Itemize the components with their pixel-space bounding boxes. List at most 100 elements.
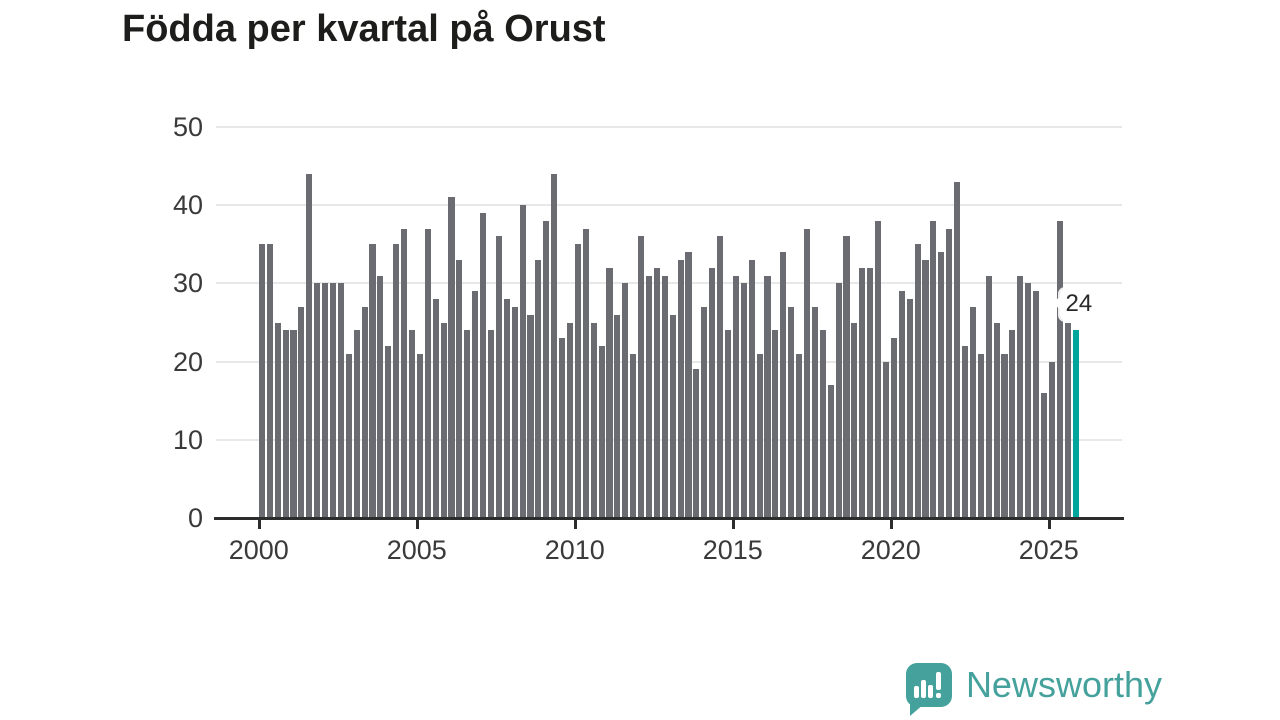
annotation-pointer bbox=[1051, 296, 1061, 311]
bar bbox=[614, 314, 621, 518]
bar bbox=[717, 236, 724, 518]
y-axis-label: 0 bbox=[187, 503, 203, 533]
bar bbox=[322, 283, 329, 518]
bar-highlight-latest-quarter bbox=[1072, 330, 1079, 518]
bar bbox=[898, 291, 905, 518]
bar bbox=[543, 220, 550, 518]
newsworthy-logo-icon bbox=[905, 663, 952, 716]
gridline-y-20 bbox=[216, 360, 1122, 363]
bar bbox=[859, 267, 866, 518]
bar bbox=[559, 338, 566, 518]
bar bbox=[685, 252, 692, 518]
bar bbox=[1025, 283, 1032, 518]
brand-name: Newsworthy bbox=[965, 664, 1162, 705]
y-axis-label: 40 bbox=[172, 190, 203, 221]
bar bbox=[985, 275, 992, 518]
logo-exclamation-dot bbox=[935, 693, 941, 698]
bar bbox=[645, 275, 653, 518]
bar bbox=[803, 228, 811, 518]
bar bbox=[882, 361, 890, 518]
bar bbox=[669, 314, 676, 518]
bar bbox=[377, 275, 384, 518]
x-axis-label: 2025 bbox=[1018, 535, 1079, 565]
bar bbox=[598, 345, 605, 518]
bar bbox=[796, 353, 803, 518]
bar bbox=[890, 338, 897, 518]
bar bbox=[867, 267, 874, 518]
bar bbox=[819, 330, 826, 518]
bar bbox=[393, 244, 400, 518]
bar bbox=[922, 259, 929, 518]
bar bbox=[946, 228, 953, 518]
bar bbox=[851, 322, 858, 518]
bar bbox=[258, 244, 265, 518]
bar bbox=[511, 306, 518, 518]
x-axis-label: 2000 bbox=[228, 535, 289, 565]
bar bbox=[1040, 392, 1048, 518]
bar bbox=[266, 244, 273, 518]
bar bbox=[788, 306, 795, 518]
bar bbox=[1048, 361, 1055, 518]
gridline-y-50 bbox=[216, 126, 1122, 128]
bar bbox=[724, 330, 732, 518]
bar bbox=[622, 283, 629, 518]
bar bbox=[954, 181, 961, 518]
bar bbox=[1017, 275, 1024, 518]
bar bbox=[487, 330, 495, 518]
bar bbox=[424, 228, 431, 518]
bar bbox=[551, 173, 558, 518]
bar bbox=[977, 353, 984, 518]
bar bbox=[930, 220, 937, 518]
x-axis-tick bbox=[889, 520, 893, 529]
bar bbox=[361, 306, 368, 518]
bar bbox=[306, 173, 313, 518]
bar bbox=[527, 314, 534, 518]
bar bbox=[456, 259, 463, 518]
bar bbox=[416, 353, 423, 518]
gridline-y-40 bbox=[216, 204, 1122, 207]
x-axis-label: 2020 bbox=[860, 535, 921, 565]
bar bbox=[709, 267, 716, 518]
bar bbox=[401, 228, 408, 518]
logo-chart-bar bbox=[913, 686, 919, 698]
y-axis-label: 30 bbox=[172, 268, 203, 299]
logo-chart-bar bbox=[920, 680, 926, 698]
bar bbox=[811, 306, 818, 518]
bar bbox=[448, 197, 455, 518]
bar bbox=[938, 252, 945, 518]
bar bbox=[780, 252, 787, 518]
x-axis-label: 2010 bbox=[544, 535, 605, 565]
bar bbox=[993, 322, 1000, 518]
bar bbox=[574, 244, 581, 518]
bar bbox=[408, 330, 416, 518]
x-axis-label: 2015 bbox=[702, 535, 763, 565]
x-axis-tick bbox=[731, 520, 735, 529]
bar bbox=[282, 330, 289, 518]
brand-footer: Newsworthy bbox=[905, 660, 1162, 716]
bar bbox=[590, 322, 597, 518]
y-axis-label: 20 bbox=[172, 346, 203, 377]
bar bbox=[843, 236, 850, 518]
bar bbox=[653, 267, 660, 518]
bar bbox=[464, 330, 471, 518]
bar bbox=[906, 299, 913, 518]
x-axis-tick bbox=[415, 520, 419, 529]
y-axis-label: 50 bbox=[172, 112, 203, 142]
bar bbox=[732, 275, 739, 518]
bar bbox=[677, 259, 684, 518]
bar bbox=[353, 330, 360, 518]
bar bbox=[1056, 220, 1063, 518]
bar bbox=[480, 213, 487, 518]
bar bbox=[274, 322, 281, 518]
bar bbox=[756, 353, 763, 518]
x-axis-tick bbox=[257, 520, 261, 529]
bar bbox=[969, 306, 976, 518]
bar bbox=[606, 267, 613, 518]
bar bbox=[661, 275, 668, 518]
logo-bubble-tail bbox=[909, 704, 924, 716]
latest-value-label: 24 bbox=[1059, 289, 1099, 321]
bar bbox=[432, 299, 439, 518]
bar bbox=[495, 236, 502, 518]
bar bbox=[638, 236, 645, 518]
bar bbox=[535, 259, 542, 518]
